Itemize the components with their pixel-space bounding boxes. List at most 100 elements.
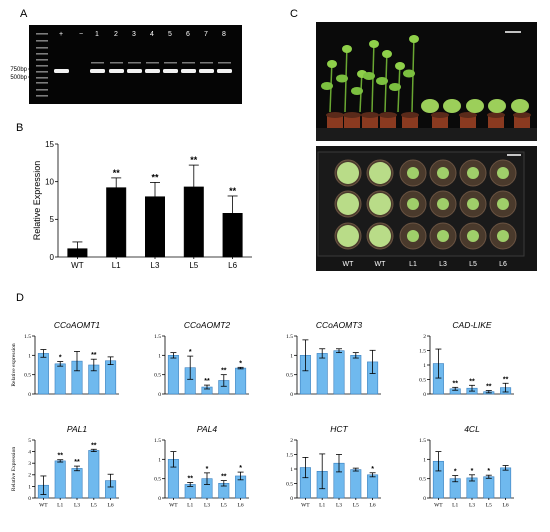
gel-band [163, 69, 178, 73]
x-tick-label: WT [169, 503, 178, 509]
significance-mark: ** [486, 384, 492, 391]
x-tick-label: WT [434, 503, 443, 509]
plant-foliage [409, 35, 419, 43]
y-tick-label: 1.5 [154, 334, 161, 340]
bar [105, 360, 117, 395]
plant-rosette [337, 162, 359, 184]
bar-chart-6: 0 0.5 1 1.5 WT ** L1 * L3 ** L5 * L6 PAL4 [154, 424, 249, 509]
gel-lane-label: 5 [168, 31, 172, 38]
gel-band-faint [182, 62, 195, 64]
x-tick-label: L6 [503, 503, 509, 509]
plant-rosette [369, 193, 391, 215]
significance-mark: ** [190, 155, 198, 165]
y-tick-label: 10 [45, 177, 54, 186]
chart-title: CAD-LIKE [452, 320, 492, 330]
y-tick-label: 3 [28, 461, 31, 467]
significance-mark: * [189, 349, 192, 356]
y-tick-label: 1.5 [286, 452, 293, 458]
plant-foliage [327, 60, 337, 68]
plant-rosette [497, 198, 509, 210]
bar-chart-3: 0 0.5 1 1.5 CCoAOMT3 [286, 320, 381, 398]
gel-band [127, 69, 142, 73]
gel-lane-label: 2 [114, 31, 118, 38]
y-axis-label: Relative expression [11, 343, 17, 386]
bar [167, 355, 179, 395]
plant-rosette [337, 193, 359, 215]
significance-mark: * [471, 468, 474, 475]
significance-mark: ** [151, 172, 159, 182]
pot-rim [401, 112, 419, 118]
y-tick-label: 0 [28, 392, 31, 398]
gel-band-faint [200, 62, 213, 64]
plant-rosette [407, 198, 419, 210]
significance-mark: * [454, 469, 457, 476]
y-tick-label: 5 [28, 438, 31, 444]
ladder-band [36, 59, 48, 61]
pot [362, 116, 378, 128]
bar [235, 367, 247, 395]
y-tick-label: 0.5 [24, 373, 31, 379]
x-tick-label: L6 [228, 261, 237, 270]
panel-label-c: C [290, 8, 298, 20]
y-tick-label: 0 [50, 253, 55, 262]
plant-foliage [369, 40, 379, 48]
significance-mark: * [487, 468, 490, 475]
y-tick-label: 0 [290, 496, 293, 502]
gel-band [54, 69, 69, 73]
bar [37, 353, 49, 395]
y-tick-label: 0 [158, 496, 161, 502]
chart-title: CCoAOMT3 [316, 320, 363, 330]
gel-lane-label: − [79, 31, 83, 38]
x-tick-label: L6 [238, 503, 244, 509]
y-tick-label: 1.5 [419, 348, 426, 354]
gel-band [181, 69, 196, 73]
x-tick-label: L1 [319, 503, 325, 509]
y-tick-label: 0 [423, 392, 426, 398]
x-tick-label: L3 [204, 503, 210, 509]
bar-chart-5: 0 1 2 3 4 5 WT ** L1 ** L3 ** L5 L6 PAL1 Relative Expre… [11, 424, 119, 509]
significance-mark: ** [452, 380, 458, 387]
ladder-label-750: 750bp [10, 67, 27, 73]
plant-rosette [369, 162, 391, 184]
chart-title: PAL1 [67, 424, 87, 434]
bar-chart-4: 0 0.5 1 1.5 2 ** ** ** ** CAD-LIKE [419, 320, 514, 398]
y-tick-label: 0 [158, 392, 161, 398]
x-tick-label: L3 [336, 503, 342, 509]
plant-rosette [443, 99, 461, 113]
panel-label-d: D [16, 292, 24, 304]
x-tick-label: L3 [469, 503, 475, 509]
y-tick-label: 2 [423, 334, 426, 340]
plant-rosette [467, 230, 479, 242]
y-tick-label: 0.5 [419, 377, 426, 383]
significance-mark: ** [91, 442, 97, 449]
y-tick-label: 15 [45, 140, 54, 149]
plant-rosette [467, 198, 479, 210]
significance-mark: ** [221, 368, 227, 375]
gel-lane-label: 1 [95, 31, 99, 38]
bar [316, 353, 328, 395]
gel-electrophoresis-image: + − 1 2 3 4 5 6 7 8 750bp 500bp [10, 25, 242, 104]
x-tick-label: L5 [221, 503, 227, 509]
gel-band-faint [146, 62, 159, 64]
plant-foliage [395, 62, 405, 70]
bar [333, 350, 345, 395]
gel-band-faint [164, 62, 177, 64]
x-tick-label: WT [39, 503, 48, 509]
y-tick-label: 0.5 [286, 481, 293, 487]
bar [350, 469, 362, 499]
plant-rosette [511, 99, 529, 113]
plant-rosette [407, 230, 419, 242]
y-axis-label: Relative Expression [11, 447, 17, 491]
y-axis-label: Relative Expression [32, 161, 42, 241]
x-tick-label: L6 [370, 503, 376, 509]
gel-lane-label: 6 [186, 31, 190, 38]
y-tick-label: 0 [423, 496, 426, 502]
gel-lane-label: + [59, 31, 63, 38]
x-tick-label: WT [301, 503, 310, 509]
shelf [316, 128, 537, 141]
x-tick-label: WT [71, 261, 84, 270]
y-tick-label: 0 [28, 496, 31, 502]
pot [460, 116, 476, 128]
chart-title: HCT [330, 424, 348, 434]
ladder-band [36, 77, 48, 79]
